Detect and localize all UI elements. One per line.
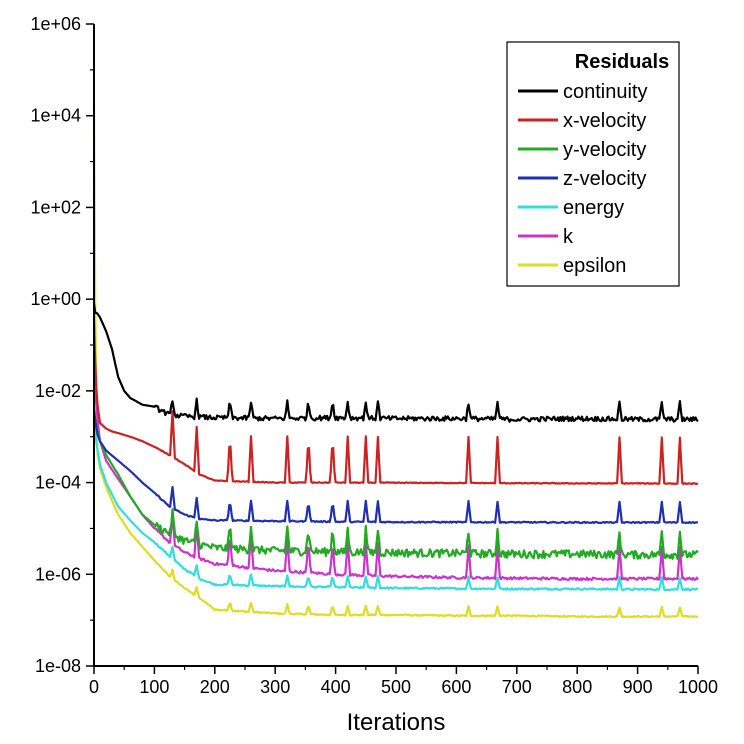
legend-title: Residuals [575,51,669,73]
y-tick-label: 1e-06 [35,564,81,584]
series-line-y-velocity [92,414,699,560]
series-line-k [92,317,699,581]
x-tick-label: 600 [441,677,471,697]
y-axis-ticks: 1e-08 1e-06 1e-04 1e-02 1e+00 1e+02 1e+04 1e+06 [30,14,94,676]
y-tick-label: 1e-04 [35,473,81,493]
x-axis-ticks: 0 100 200 300 400 500 600 700 800 900 1000 [89,666,718,697]
x-tick-label: 1000 [678,677,718,697]
y-tick-label: 1e+04 [30,106,81,126]
series-line-epsilon [92,107,699,619]
legend-label-energy: energy [563,197,624,219]
x-tick-label: 300 [260,677,290,697]
legend-label-epsilon: epsilon [563,255,626,277]
y-tick-label: 1e-02 [35,381,81,401]
x-tick-label: 500 [381,677,411,697]
x-tick-label: 200 [200,677,230,697]
y-tick-label: 1e+02 [30,197,81,217]
x-axis-title: Iterations [347,709,446,736]
legend-label-y-velocity: y-velocity [563,139,646,161]
legend-label-k: k [563,226,574,248]
y-tick-label: 1e+06 [30,14,81,34]
series-line-energy [92,422,699,592]
series-line-z-velocity [92,408,699,525]
legend-label-z-velocity: z-velocity [563,168,646,190]
series-line-continuity [92,303,699,423]
x-tick-label: 0 [89,677,99,697]
legend: Residuals continuity x-velocity y-velocity… [506,41,680,287]
x-tick-label: 100 [139,677,169,697]
legend-label-x-velocity: x-velocity [563,110,646,132]
x-tick-label: 800 [562,677,592,697]
legend-entries: continuity x-velocity y-velocity z-velocity… [518,81,648,277]
x-tick-label: 400 [321,677,351,697]
legend-label-continuity: continuity [563,81,648,103]
series-line-x-velocity [92,323,699,485]
x-tick-label: 900 [623,677,653,697]
legend-box [506,41,680,287]
y-tick-label: 1e+00 [30,289,81,309]
plot-lines [92,107,699,619]
y-tick-label: 1e-08 [35,656,81,676]
x-tick-label: 700 [502,677,532,697]
